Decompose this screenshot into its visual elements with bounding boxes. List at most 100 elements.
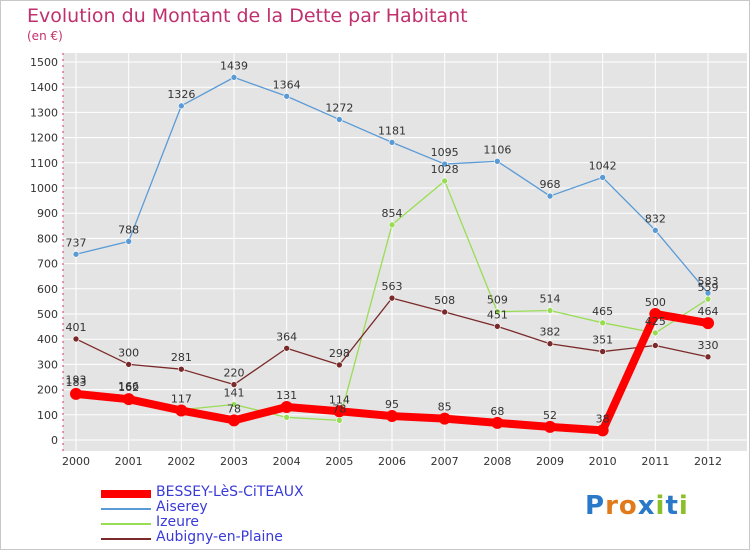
data-point [494, 323, 501, 330]
data-label: 854 [382, 207, 403, 220]
data-point [704, 295, 712, 303]
y-tick-label: 900 [37, 207, 58, 220]
chart-subtitle: (en €) [27, 29, 63, 43]
data-label: 1272 [325, 101, 353, 114]
legend-label: Aiserey [156, 499, 208, 515]
data-point [652, 227, 659, 234]
y-tick-label: 1500 [30, 56, 58, 69]
data-label: 193 [66, 373, 87, 386]
data-point [652, 342, 659, 349]
data-point [336, 116, 343, 123]
data-point [649, 308, 662, 320]
data-label: 968 [540, 178, 561, 191]
data-point [178, 365, 185, 373]
data-point [280, 400, 293, 413]
data-label: 401 [66, 321, 87, 334]
data-point [72, 250, 80, 258]
y-tick-label: 1400 [30, 81, 58, 94]
data-label: 330 [698, 339, 719, 352]
data-label: 425 [645, 315, 666, 328]
data-point [546, 340, 554, 348]
logo-letter: t [665, 491, 679, 521]
data-label: 514 [540, 292, 561, 305]
legend-swatch [101, 538, 151, 540]
data-label: 351 [592, 334, 613, 347]
x-tick-label: 2011 [641, 455, 669, 468]
data-label: 68 [490, 405, 504, 418]
data-label: 500 [645, 296, 666, 309]
data-point [441, 308, 448, 316]
x-tick-label: 2001 [115, 455, 143, 468]
data-point [283, 344, 290, 352]
data-label: 832 [645, 212, 666, 225]
data-label: 298 [329, 347, 350, 360]
data-point [125, 238, 132, 245]
y-tick-label: 100 [37, 409, 58, 422]
plot-background [63, 53, 747, 451]
data-label: 183 [66, 376, 87, 389]
legend-swatch [101, 523, 151, 525]
data-label: 583 [698, 275, 719, 288]
data-label: 465 [592, 305, 613, 318]
x-tick-label: 2000 [62, 455, 90, 468]
legend-label: BESSEY-LèS-CiTEAUX [156, 484, 304, 500]
data-label: 300 [118, 346, 139, 359]
data-point [388, 139, 396, 146]
data-point [438, 412, 451, 425]
data-label: 220 [224, 367, 245, 380]
data-label: 1095 [431, 146, 459, 159]
x-tick-label: 2003 [220, 455, 248, 468]
y-tick-label: 200 [37, 384, 58, 397]
data-point [283, 92, 290, 100]
data-point [175, 404, 188, 417]
data-point [125, 361, 132, 368]
legend-swatch [101, 490, 151, 498]
data-label: 1042 [589, 159, 617, 172]
x-tick-label: 2004 [273, 455, 301, 468]
y-tick-label: 500 [37, 308, 58, 321]
data-label: 78 [227, 402, 241, 415]
data-label: 508 [434, 294, 455, 307]
data-label: 1364 [273, 78, 301, 91]
data-point [228, 414, 240, 427]
legend-label: Izeure [156, 514, 200, 530]
y-tick-label: 1000 [30, 182, 58, 195]
data-label: 52 [543, 409, 557, 422]
logo-letter: i [678, 491, 689, 521]
logo-letter: x [637, 491, 656, 521]
y-tick-label: 300 [37, 358, 58, 371]
data-label: 38 [596, 412, 610, 425]
data-point [544, 420, 556, 433]
data-label: 162 [118, 381, 139, 394]
data-point [599, 319, 606, 327]
data-point [230, 401, 238, 408]
x-tick-label: 2009 [536, 455, 564, 468]
data-point [652, 329, 659, 337]
data-label: 364 [276, 330, 297, 343]
data-label: 1326 [167, 88, 195, 101]
y-tick-label: 600 [37, 283, 58, 296]
data-point [546, 307, 554, 314]
data-point [283, 414, 290, 421]
x-tick-label: 2006 [378, 455, 406, 468]
data-label: 509 [487, 294, 508, 307]
data-label: 85 [438, 401, 452, 414]
data-point [388, 294, 396, 302]
data-point [230, 74, 238, 81]
data-point [491, 416, 504, 429]
y-tick-label: 1200 [30, 132, 58, 145]
proxiti-logo: Proxiti [585, 491, 689, 521]
y-tick-label: 0 [51, 434, 58, 447]
data-point [546, 192, 554, 200]
data-point [72, 335, 80, 343]
data-label: 117 [171, 393, 192, 406]
data-label: 464 [698, 305, 719, 318]
x-tick-label: 2010 [589, 455, 617, 468]
logo-letter: i [655, 491, 666, 521]
data-label: 1106 [483, 143, 511, 156]
data-label: 281 [171, 351, 192, 364]
data-point [336, 417, 343, 424]
data-point [441, 177, 448, 185]
